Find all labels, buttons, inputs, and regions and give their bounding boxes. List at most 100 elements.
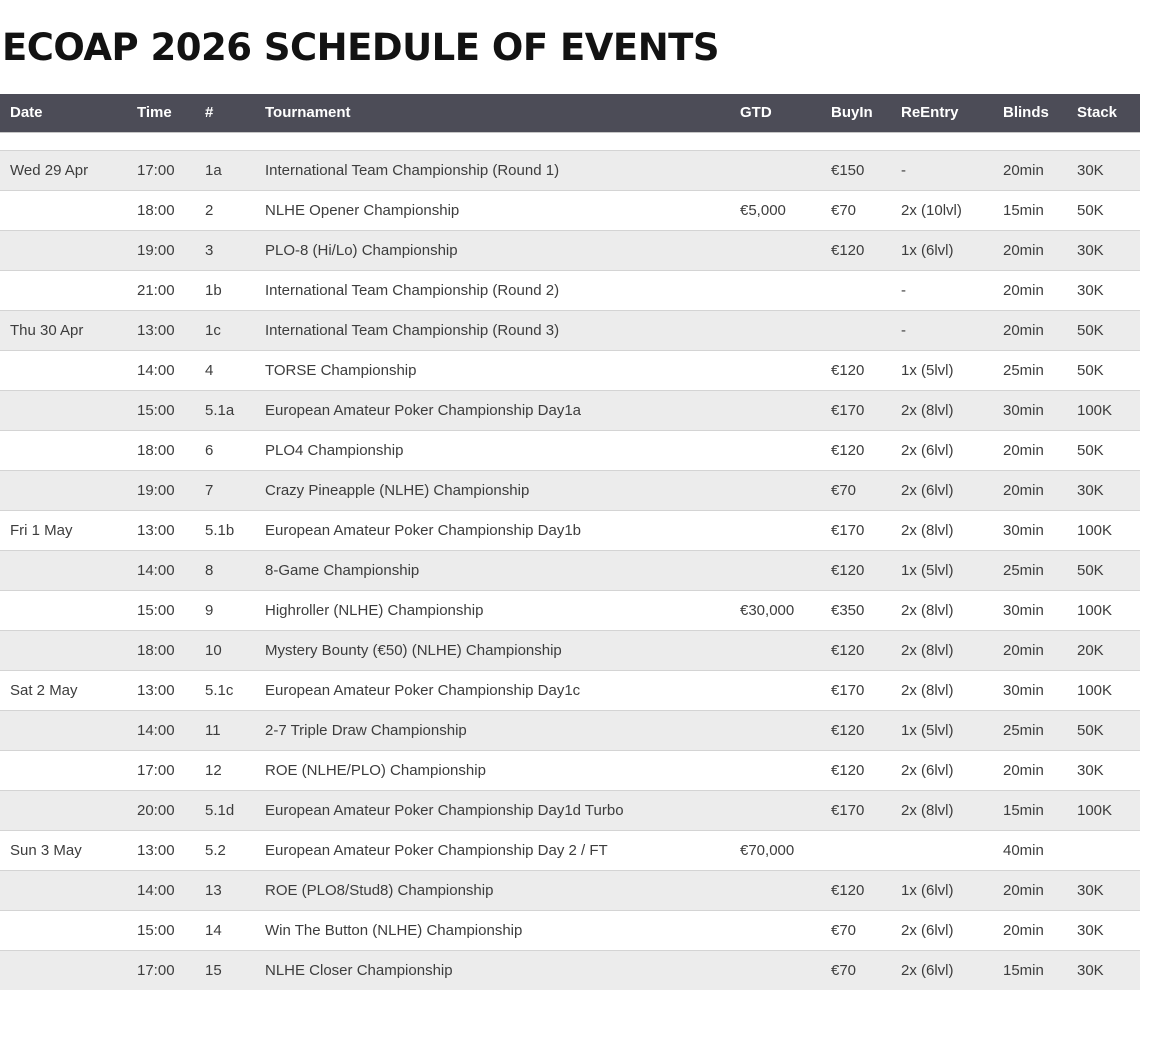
cell-tournament: TORSE Championship xyxy=(255,349,730,390)
cell-gtd xyxy=(730,389,821,430)
cell-num: 4 xyxy=(195,349,255,390)
cell-date xyxy=(0,349,127,390)
cell-reentry: 2x (8lvl) xyxy=(891,589,993,630)
cell-num: 5.2 xyxy=(195,829,255,870)
cell-buyin: €120 xyxy=(821,749,891,790)
cell-time: 18:00 xyxy=(127,629,195,670)
cell-blinds: 20min xyxy=(993,429,1067,470)
cell-buyin: €70 xyxy=(821,469,891,510)
cell-gtd xyxy=(730,789,821,830)
cell-date: Sun 3 May xyxy=(0,829,127,870)
table-row: 17:00 12 ROE (NLHE/PLO) Championship €120 2x… xyxy=(0,749,1140,790)
cell-time: 17:00 xyxy=(127,149,195,190)
cell-stack: 30K xyxy=(1067,229,1140,270)
cell-gtd xyxy=(730,229,821,270)
cell-num: 5.1d xyxy=(195,789,255,830)
cell-tournament: PLO-8 (Hi/Lo) Championship xyxy=(255,229,730,270)
cell-stack: 100K xyxy=(1067,509,1140,550)
table-row: 19:00 7 Crazy Pineapple (NLHE) Championshi… xyxy=(0,469,1140,510)
cell-blinds: 30min xyxy=(993,509,1067,550)
cell-gtd xyxy=(730,669,821,710)
cell-buyin: €70 xyxy=(821,189,891,230)
cell-tournament: European Amateur Poker Championship Day1… xyxy=(255,789,730,830)
cell-stack: 100K xyxy=(1067,389,1140,430)
cell-blinds: 30min xyxy=(993,669,1067,710)
table-row: 18:00 10 Mystery Bounty (€50) (NLHE) Champ… xyxy=(0,629,1140,670)
cell-buyin: €120 xyxy=(821,709,891,750)
table-row: 14:00 13 ROE (PLO8/Stud8) Championship €120… xyxy=(0,869,1140,910)
column-header-date: Date xyxy=(0,94,127,133)
cell-date: Thu 30 Apr xyxy=(0,309,127,350)
cell-stack: 50K xyxy=(1067,189,1140,230)
cell-gtd xyxy=(730,269,821,310)
cell-tournament: NLHE Opener Championship xyxy=(255,189,730,230)
schedule-page: ECOAP 2026 SCHEDULE OF EVENTS Date Time # T… xyxy=(0,26,1150,990)
cell-tournament: European Amateur Poker Championship Day … xyxy=(255,829,730,870)
cell-blinds: 25min xyxy=(993,709,1067,750)
table-row: 20:00 5.1d European Amateur Poker Champion… xyxy=(0,789,1140,830)
cell-stack: 50K xyxy=(1067,709,1140,750)
cell-blinds: 40min xyxy=(993,829,1067,870)
cell-date xyxy=(0,749,127,790)
cell-tournament: 2-7 Triple Draw Championship xyxy=(255,709,730,750)
table-row: Fri 1 May 13:00 5.1b European Amateur Poker… xyxy=(0,509,1140,550)
column-header-blinds: Blinds xyxy=(993,94,1067,133)
cell-date xyxy=(0,589,127,630)
cell-buyin: €120 xyxy=(821,629,891,670)
cell-time: 18:00 xyxy=(127,429,195,470)
column-header-stack: Stack xyxy=(1067,94,1140,133)
cell-tournament: Highroller (NLHE) Championship xyxy=(255,589,730,630)
cell-gtd xyxy=(730,869,821,910)
cell-num: 5.1a xyxy=(195,389,255,430)
table-row: 15:00 9 Highroller (NLHE) Championship €30,… xyxy=(0,589,1140,630)
cell-tournament: Win The Button (NLHE) Championship xyxy=(255,909,730,950)
cell-tournament: International Team Championship (Round 3… xyxy=(255,309,730,350)
cell-blinds: 30min xyxy=(993,389,1067,430)
cell-date xyxy=(0,389,127,430)
cell-reentry: 2x (6lvl) xyxy=(891,429,993,470)
cell-blinds: 15min xyxy=(993,789,1067,830)
cell-tournament: International Team Championship (Round 2… xyxy=(255,269,730,310)
cell-buyin: €170 xyxy=(821,789,891,830)
cell-gtd: €5,000 xyxy=(730,189,821,230)
cell-blinds: 20min xyxy=(993,269,1067,310)
cell-stack: 30K xyxy=(1067,869,1140,910)
cell-stack: 30K xyxy=(1067,909,1140,950)
cell-num: 14 xyxy=(195,909,255,950)
cell-stack: 30K xyxy=(1067,469,1140,510)
column-header-gtd: GTD xyxy=(730,94,821,133)
cell-date xyxy=(0,269,127,310)
table-row: 15:00 5.1a European Amateur Poker Champion… xyxy=(0,389,1140,430)
cell-reentry: 2x (8lvl) xyxy=(891,389,993,430)
cell-reentry xyxy=(891,829,993,870)
cell-date xyxy=(0,909,127,950)
cell-stack: 50K xyxy=(1067,549,1140,590)
cell-date xyxy=(0,549,127,590)
cell-date: Fri 1 May xyxy=(0,509,127,550)
cell-date: Sat 2 May xyxy=(0,669,127,710)
cell-buyin: €120 xyxy=(821,429,891,470)
cell-tournament: European Amateur Poker Championship Day1… xyxy=(255,509,730,550)
cell-time: 19:00 xyxy=(127,229,195,270)
cell-blinds: 20min xyxy=(993,229,1067,270)
cell-date xyxy=(0,469,127,510)
cell-tournament: European Amateur Poker Championship Day1… xyxy=(255,389,730,430)
cell-tournament: International Team Championship (Round 1… xyxy=(255,149,730,190)
cell-gtd xyxy=(730,509,821,550)
cell-reentry: 2x (10lvl) xyxy=(891,189,993,230)
cell-blinds: 20min xyxy=(993,309,1067,350)
cell-reentry: 2x (8lvl) xyxy=(891,789,993,830)
cell-time: 14:00 xyxy=(127,549,195,590)
cell-buyin: €150 xyxy=(821,149,891,190)
cell-stack: 30K xyxy=(1067,149,1140,190)
cell-reentry: 2x (8lvl) xyxy=(891,509,993,550)
cell-reentry: 2x (6lvl) xyxy=(891,909,993,950)
cell-blinds: 20min xyxy=(993,749,1067,790)
cell-reentry: 2x (6lvl) xyxy=(891,469,993,510)
table-row: 15:00 14 Win The Button (NLHE) Championshi… xyxy=(0,909,1140,950)
cell-buyin xyxy=(821,309,891,350)
cell-time: 13:00 xyxy=(127,309,195,350)
cell-time: 17:00 xyxy=(127,749,195,790)
cell-stack: 50K xyxy=(1067,349,1140,390)
cell-stack: 30K xyxy=(1067,269,1140,310)
